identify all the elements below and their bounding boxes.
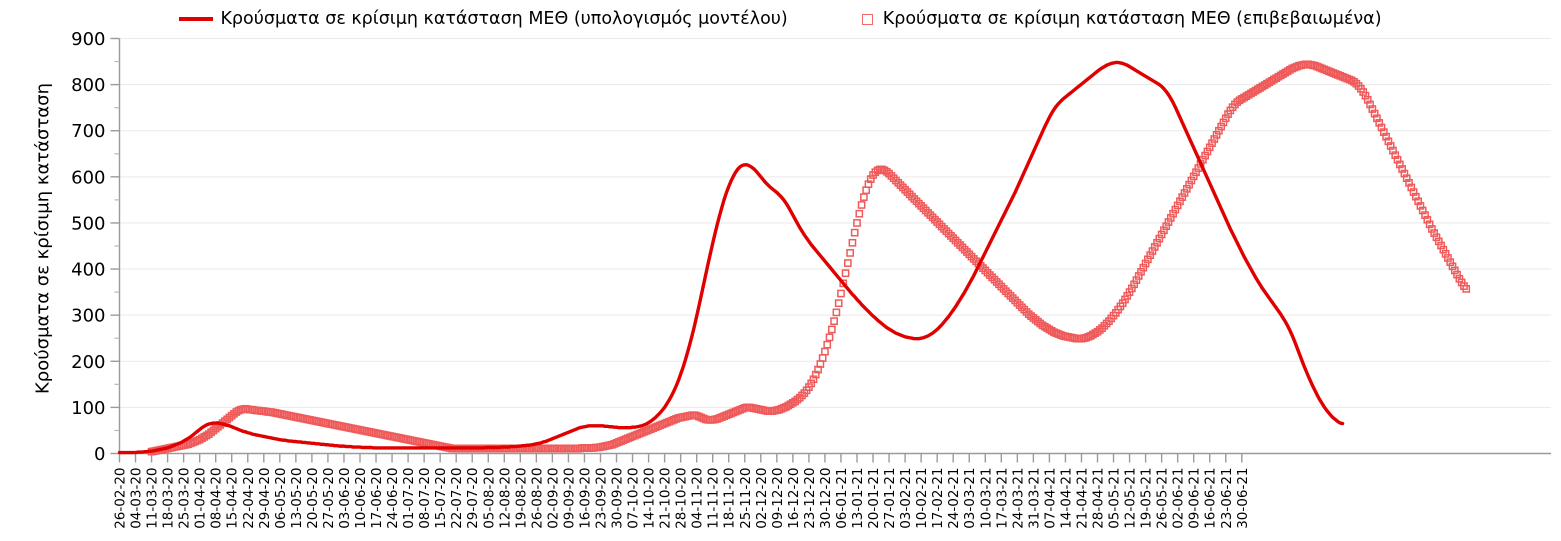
x-tick-label: 16-06-21 bbox=[1203, 468, 1219, 529]
y-axis-ticks bbox=[110, 37, 121, 455]
x-tick-label: 08-04-20 bbox=[209, 468, 225, 529]
x-tick-label: 04-03-20 bbox=[129, 468, 145, 529]
x-tick-label: 28-04-21 bbox=[1091, 468, 1107, 529]
x-tick-label: 17-03-21 bbox=[994, 468, 1010, 529]
x-tick-label: 29-04-20 bbox=[257, 468, 273, 529]
x-tick-label: 23-12-20 bbox=[802, 468, 818, 529]
y-axis-tick-labels: 0 100 200 300 400 500 600 700 800 900 bbox=[71, 29, 105, 465]
x-tick-label: 26-02-20 bbox=[113, 468, 129, 529]
x-tick-label: 20-01-21 bbox=[866, 468, 882, 529]
x-tick-label: 03-06-20 bbox=[337, 468, 353, 529]
y-tick-label: 500 bbox=[71, 213, 105, 234]
x-tick-label: 27-01-21 bbox=[882, 468, 898, 529]
x-tick-label: 09-09-20 bbox=[561, 468, 577, 529]
y-tick-label: 600 bbox=[71, 167, 105, 188]
x-tick-label: 20-05-20 bbox=[305, 468, 321, 529]
x-tick-label: 24-06-20 bbox=[385, 468, 401, 529]
x-tick-label: 23-06-21 bbox=[1219, 468, 1235, 529]
x-tick-label: 19-05-21 bbox=[1139, 468, 1155, 529]
x-axis-ticks bbox=[118, 452, 1551, 463]
x-tick-label: 03-03-21 bbox=[962, 468, 978, 529]
x-tick-label: 27-05-20 bbox=[321, 468, 337, 529]
x-tick-label: 13-05-20 bbox=[289, 468, 305, 529]
y-tick-label: 900 bbox=[71, 29, 105, 50]
gridlines bbox=[119, 38, 1551, 408]
x-tick-label: 05-05-21 bbox=[1107, 468, 1123, 529]
line-swatch-icon bbox=[179, 17, 214, 21]
legend-entry-model[interactable]: Κρούσματα σε κρίσιμη κατάσταση ΜΕΘ (υπολ… bbox=[179, 9, 788, 29]
x-tick-label: 24-02-21 bbox=[946, 468, 962, 529]
x-tick-label: 01-07-20 bbox=[401, 468, 417, 529]
y-tick-label: 200 bbox=[71, 352, 105, 373]
x-tick-label: 14-10-20 bbox=[642, 468, 658, 529]
x-tick-label: 07-04-21 bbox=[1042, 468, 1058, 529]
x-tick-label: 09-06-21 bbox=[1187, 468, 1203, 529]
x-tick-label: 18-11-20 bbox=[722, 468, 738, 529]
x-axis-tick-labels: 26-02-20 04-03-20 11-03-20 18-03-20 25-03-20… bbox=[113, 468, 1251, 529]
x-tick-label: 29-07-20 bbox=[465, 468, 481, 529]
x-tick-label: 10-06-20 bbox=[353, 468, 369, 529]
x-tick-label: 07-10-20 bbox=[626, 468, 642, 529]
x-tick-label: 04-11-20 bbox=[690, 468, 706, 529]
y-tick-label: 0 bbox=[94, 444, 105, 465]
x-tick-label: 22-04-20 bbox=[241, 468, 257, 529]
x-tick-label: 10-03-21 bbox=[978, 468, 994, 529]
x-tick-label: 16-12-20 bbox=[786, 468, 802, 529]
legend-label-model: Κρούσματα σε κρίσιμη κατάσταση ΜΕΘ (υπολ… bbox=[220, 9, 788, 29]
x-tick-label: 02-12-20 bbox=[754, 468, 770, 529]
x-tick-label: 02-06-21 bbox=[1171, 468, 1187, 529]
legend-entry-confirmed[interactable]: Κρούσματα σε κρίσιμη κατάσταση ΜΕΘ (επιβ… bbox=[850, 9, 1382, 29]
x-tick-label: 03-02-21 bbox=[898, 468, 914, 529]
x-tick-label: 05-08-20 bbox=[481, 468, 497, 529]
x-tick-label: 15-07-20 bbox=[433, 468, 449, 529]
x-tick-label: 02-09-20 bbox=[545, 468, 561, 529]
x-tick-label: 09-12-20 bbox=[770, 468, 786, 529]
x-tick-label: 06-05-20 bbox=[273, 468, 289, 529]
x-tick-label: 12-08-20 bbox=[497, 468, 513, 529]
x-tick-label: 26-08-20 bbox=[529, 468, 545, 529]
x-tick-label: 21-04-21 bbox=[1074, 468, 1090, 529]
x-tick-label: 16-09-20 bbox=[577, 468, 593, 529]
x-tick-label: 31-03-21 bbox=[1026, 468, 1042, 529]
x-tick-label: 17-06-20 bbox=[369, 468, 385, 529]
x-tick-label: 30-06-21 bbox=[1235, 468, 1251, 529]
x-tick-label: 11-11-20 bbox=[706, 468, 722, 529]
x-tick-label: 25-03-20 bbox=[177, 468, 193, 529]
y-tick-label: 800 bbox=[71, 75, 105, 96]
model-series-line bbox=[117, 60, 1345, 455]
y-tick-label: 100 bbox=[71, 398, 105, 419]
x-tick-label: 21-10-20 bbox=[658, 468, 674, 529]
x-tick-label: 08-07-20 bbox=[417, 468, 433, 529]
x-tick-label: 17-02-21 bbox=[930, 468, 946, 529]
x-tick-label: 24-03-21 bbox=[1010, 468, 1026, 529]
x-tick-label: 14-04-21 bbox=[1058, 468, 1074, 529]
y-tick-label: 700 bbox=[71, 121, 105, 142]
x-tick-label: 15-04-20 bbox=[225, 468, 241, 529]
x-tick-label: 22-07-20 bbox=[449, 468, 465, 529]
x-tick-label: 26-05-21 bbox=[1155, 468, 1171, 529]
x-tick-label: 12-05-21 bbox=[1123, 468, 1139, 529]
x-tick-label: 11-03-20 bbox=[145, 468, 161, 529]
x-tick-label: 19-08-20 bbox=[513, 468, 529, 529]
chart-legend: Κρούσματα σε κρίσιμη κατάσταση ΜΕΘ (υπολ… bbox=[0, 4, 1561, 34]
y-tick-label: 300 bbox=[71, 306, 105, 327]
x-tick-label: 28-10-20 bbox=[674, 468, 690, 529]
x-tick-label: 18-03-20 bbox=[161, 468, 177, 529]
confirmed-series-markers bbox=[147, 60, 1471, 456]
x-tick-label: 01-04-20 bbox=[193, 468, 209, 529]
x-tick-label: 13-01-21 bbox=[850, 468, 866, 529]
legend-label-confirmed: Κρούσματα σε κρίσιμη κατάσταση ΜΕΘ (επιβ… bbox=[882, 9, 1382, 29]
square-marker-icon bbox=[861, 13, 873, 25]
x-tick-label: 30-09-20 bbox=[610, 468, 626, 529]
x-tick-label: 30-12-20 bbox=[818, 468, 834, 529]
x-tick-label: 25-11-20 bbox=[738, 468, 754, 529]
x-tick-label: 06-01-21 bbox=[834, 468, 850, 529]
x-tick-label: 10-02-21 bbox=[914, 468, 930, 529]
y-tick-label: 400 bbox=[71, 260, 105, 281]
x-tick-label: 23-09-20 bbox=[593, 468, 609, 529]
